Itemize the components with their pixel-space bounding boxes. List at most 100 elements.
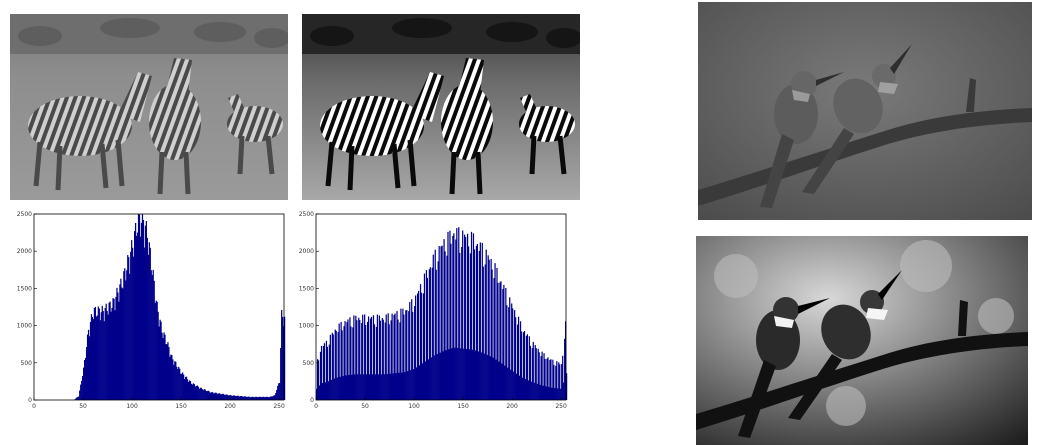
histogram-bar: [259, 396, 261, 400]
histogram-bar: [316, 359, 319, 400]
histogram-bar: [431, 267, 433, 400]
histogram-bar: [543, 353, 545, 400]
histogram-bar: [472, 233, 475, 400]
histogram-bar: [463, 348, 465, 400]
histogram-bar: [338, 323, 340, 400]
histogram-bar: [410, 370, 412, 400]
histogram-bar: [537, 348, 539, 400]
histogram-bar: [112, 298, 114, 400]
histogram-bar: [553, 364, 555, 400]
histogram-bar: [331, 332, 333, 400]
histogram-bar: [462, 230, 464, 400]
histogram-bar: [146, 237, 148, 400]
histogram-bar: [467, 246, 470, 400]
zebra-equalized-photo: [302, 14, 580, 200]
histogram-bar: [186, 379, 189, 400]
histogram-bar: [439, 352, 441, 400]
histogram-bar: [264, 397, 266, 400]
histogram-bar: [371, 374, 374, 400]
histogram-bar: [384, 322, 386, 400]
histogram-bar: [145, 221, 147, 400]
histogram-bar: [143, 247, 146, 400]
histogram-bar: [528, 336, 530, 400]
histogram-bar: [332, 334, 334, 400]
histogram-bar: [493, 278, 495, 400]
histogram-bar: [419, 284, 422, 400]
histogram-bar: [517, 316, 520, 400]
histogram-bar: [160, 321, 162, 400]
histogram-bar: [563, 382, 565, 400]
histogram-bar: [183, 374, 185, 400]
histogram-bar: [468, 349, 471, 400]
histogram-bar: [373, 324, 376, 400]
histogram-bar: [550, 359, 552, 400]
histogram-bar: [162, 338, 164, 400]
histogram-bar: [250, 396, 252, 400]
histogram-bar: [141, 214, 144, 400]
histogram-bar: [253, 397, 255, 400]
y-tick-label: 1500: [299, 285, 314, 292]
histogram-bar: [129, 273, 131, 400]
histogram-bar: [438, 246, 440, 400]
histogram-bar: [235, 395, 238, 400]
histogram-bar: [478, 250, 480, 400]
histogram-bar: [330, 379, 332, 400]
histogram-bar: [516, 373, 518, 400]
histogram-bar: [200, 387, 202, 400]
histogram-bar: [492, 357, 494, 400]
histogram-bar: [451, 348, 453, 400]
histogram-bar: [98, 308, 100, 400]
histogram-bar: [382, 319, 384, 400]
histogram-original: 0 50 100 150 200 250 0 500 1000 1500 2000 2500: [10, 204, 290, 416]
histogram-bar: [495, 359, 497, 400]
histogram-bar: [541, 351, 543, 400]
histogram-bar: [376, 314, 379, 400]
histogram-bar: [400, 308, 402, 400]
histogram-bar: [152, 269, 154, 400]
histogram-bar: [327, 381, 329, 400]
histogram-bar: [353, 315, 355, 400]
histogram-bar: [189, 381, 192, 400]
histogram-bar: [151, 274, 153, 400]
histogram-bar: [408, 311, 410, 400]
histogram-bar: [559, 364, 561, 400]
histogram-bar: [352, 327, 354, 400]
histogram-bar: [184, 378, 186, 400]
histogram-bar: [230, 395, 232, 400]
histogram-bar: [144, 225, 147, 400]
histogram-bar: [321, 383, 324, 400]
histogram-bar: [282, 317, 284, 400]
histogram-bar: [357, 374, 359, 400]
histogram-bar: [538, 352, 540, 400]
histogram-bar: [161, 332, 163, 400]
histogram-bar: [547, 357, 549, 400]
histogram-bar: [481, 242, 483, 400]
histogram-bar: [354, 374, 356, 400]
histogram-bar: [159, 319, 161, 400]
histogram-bar: [124, 268, 126, 400]
histogram-bar: [81, 380, 83, 400]
histogram-bar: [228, 395, 230, 400]
histogram-bar: [334, 329, 336, 400]
histogram-bar: [449, 230, 451, 400]
histogram-bar: [119, 284, 121, 400]
histogram-equalized: 0 50 100 150 200 250 0 500 1000 1500 2000 2500: [292, 204, 572, 416]
histogram-bar: [213, 393, 215, 400]
histogram-bar: [444, 251, 446, 400]
histogram-bar: [273, 395, 275, 400]
histogram-bar: [80, 384, 82, 400]
histogram-bar: [416, 293, 419, 400]
histogram-bar: [461, 246, 463, 400]
histogram-bar: [358, 317, 360, 400]
histogram-bar: [188, 380, 191, 400]
histogram-bar: [539, 384, 541, 400]
histogram-bar: [88, 336, 91, 400]
histogram-bar: [360, 374, 362, 400]
histogram-bar: [240, 395, 243, 400]
histogram-bar: [117, 292, 119, 400]
histogram-bar: [552, 359, 554, 400]
histogram-bar: [434, 249, 436, 400]
histogram-bar: [241, 396, 244, 400]
histogram-bar: [317, 360, 320, 400]
histogram-bar: [435, 269, 437, 400]
